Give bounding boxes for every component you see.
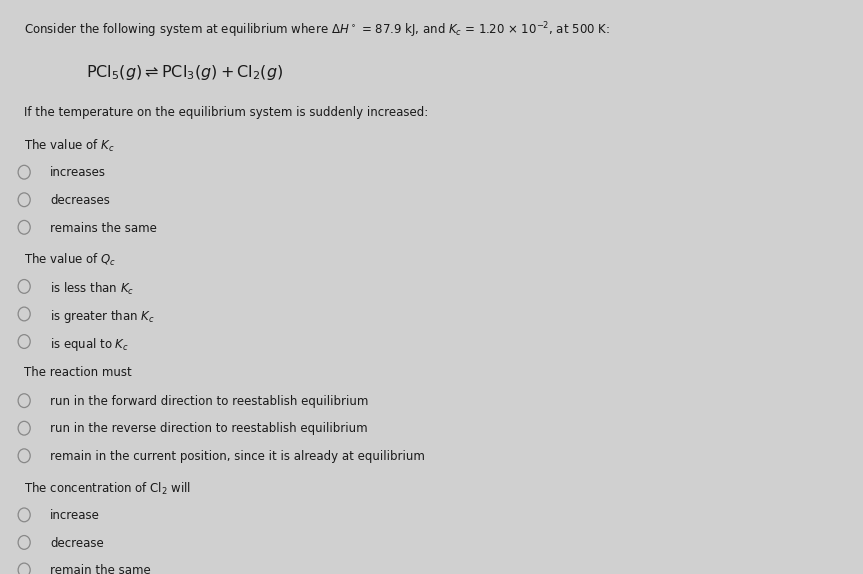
Text: decreases: decreases <box>50 194 110 207</box>
Text: Consider the following system at equilibrium where $\Delta H^\circ$ = 87.9 kJ, a: Consider the following system at equilib… <box>24 20 610 40</box>
Text: is greater than $K_c$: is greater than $K_c$ <box>50 308 154 325</box>
Text: is equal to $K_c$: is equal to $K_c$ <box>50 336 129 353</box>
Text: The concentration of $\mathrm{Cl_2}$ will: The concentration of $\mathrm{Cl_2}$ wil… <box>24 480 192 497</box>
Text: remains the same: remains the same <box>50 222 157 235</box>
Text: run in the forward direction to reestablish equilibrium: run in the forward direction to reestabl… <box>50 395 369 408</box>
Text: The value of $K_c$: The value of $K_c$ <box>24 138 115 154</box>
Text: If the temperature on the equilibrium system is suddenly increased:: If the temperature on the equilibrium sy… <box>24 106 428 119</box>
Text: run in the reverse direction to reestablish equilibrium: run in the reverse direction to reestabl… <box>50 422 368 436</box>
Text: remain the same: remain the same <box>50 564 151 574</box>
Text: The value of $Q_c$: The value of $Q_c$ <box>24 252 117 268</box>
Text: increases: increases <box>50 166 106 180</box>
Text: $\mathrm{PCl_5}(g) \rightleftharpoons \mathrm{PCl_3}(g) + \mathrm{Cl_2}(g)$: $\mathrm{PCl_5}(g) \rightleftharpoons \m… <box>86 63 284 82</box>
Text: decrease: decrease <box>50 537 104 550</box>
Text: is less than $K_c$: is less than $K_c$ <box>50 281 135 297</box>
Text: remain in the current position, since it is already at equilibrium: remain in the current position, since it… <box>50 450 425 463</box>
Text: The reaction must: The reaction must <box>24 366 132 379</box>
Text: increase: increase <box>50 509 100 522</box>
